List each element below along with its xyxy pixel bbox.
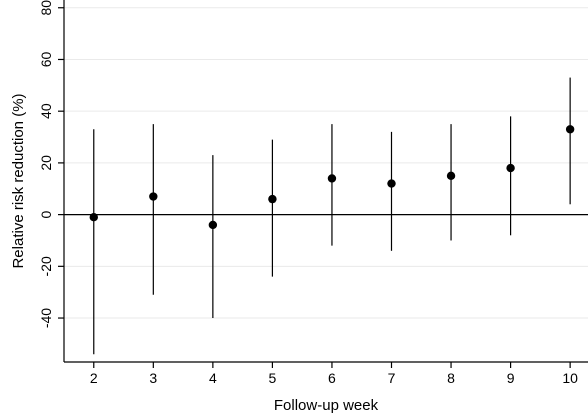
y-tick-label: -20 [38,256,54,276]
y-tick-label: 0 [38,211,54,219]
estimate-point [268,194,277,204]
y-tick-label: 20 [38,155,54,171]
estimate-point [327,174,337,183]
y-tick-label: 60 [38,51,54,67]
x-axis-title: Follow-up week [274,397,379,414]
x-tick-label: 10 [562,370,578,386]
estimate-series [89,77,575,355]
estimate-point [208,220,218,230]
estimate-point [565,125,575,134]
estimate-point [387,179,396,188]
y-axis-ticks: 80 60 40 20 0 -20 -40 [38,0,64,328]
x-tick-label: 7 [388,370,396,386]
estimate-point [149,192,158,201]
x-tick-label: 9 [507,370,515,386]
x-tick-label: 6 [328,370,336,386]
x-axis-ticks: 2 3 4 5 6 7 8 9 10 [90,362,578,386]
y-axis-title: Relative risk reduction (%) [10,93,27,268]
estimate-point [89,213,98,222]
y-tick-label: 80 [38,0,54,16]
x-tick-label: 8 [447,370,455,386]
x-tick-label: 2 [90,370,98,386]
x-tick-label: 4 [209,370,217,386]
y-tick-label: 40 [38,103,54,119]
y-tick-label: -40 [38,308,54,328]
x-tick-label: 3 [149,370,157,386]
estimate-point [446,171,456,181]
estimate-point [506,163,515,173]
x-tick-label: 5 [269,370,277,386]
